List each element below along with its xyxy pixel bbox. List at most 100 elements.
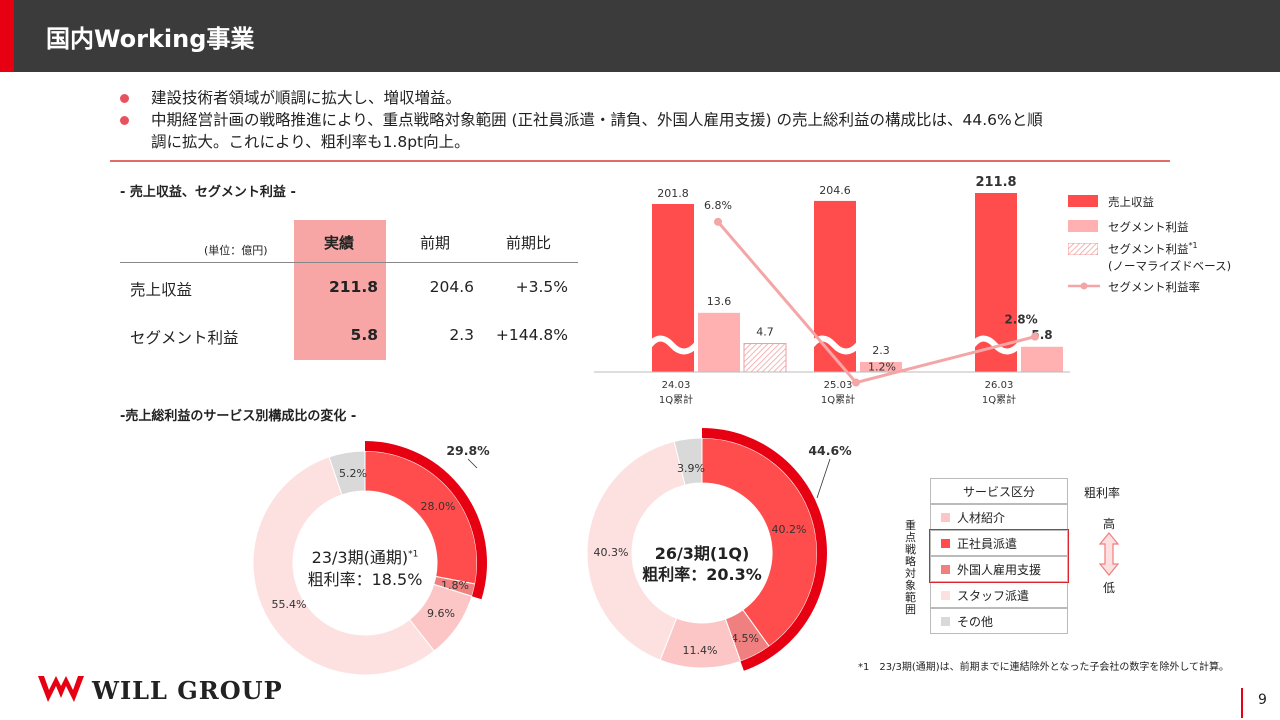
donut-slice-label: 9.6% bbox=[427, 607, 455, 620]
donut-slice-label: 11.4% bbox=[683, 644, 718, 657]
segment-profit-bar bbox=[698, 312, 740, 372]
donut-slice bbox=[252, 456, 435, 676]
donut2-title: 26/3期(1Q) bbox=[654, 544, 750, 563]
legend-swatch-revenue bbox=[1068, 195, 1098, 207]
summary-bullets: 建設技術者領域が順調に拡大し、増収増益。 中期経営計画の戦略推進により、重点戦略… bbox=[120, 87, 1180, 153]
donut1-title: 23/3期(通期)*1 bbox=[290, 544, 440, 568]
donut-slice bbox=[364, 450, 478, 585]
header-previous: 前期 bbox=[420, 234, 451, 252]
bullet-dot bbox=[120, 94, 129, 103]
page-title: 国内Working事業 bbox=[46, 25, 255, 53]
margin-rate-label: 2.8% bbox=[1004, 313, 1037, 327]
segment-profit-value-label: 13.6 bbox=[707, 295, 732, 308]
service-legend-item: その他 bbox=[930, 608, 1068, 634]
company-logo-text: WILL GROUP bbox=[92, 676, 283, 705]
service-swatch-fulltime bbox=[941, 539, 950, 548]
service-label: 人材紹介 bbox=[957, 511, 1006, 525]
donut2-margin: 粗利率：20.3% bbox=[642, 565, 762, 584]
axis-break-mark bbox=[647, 335, 699, 355]
donut-slice bbox=[701, 437, 818, 648]
service-swatch-staff bbox=[941, 591, 950, 600]
cell-yoy-revenue: +3.5% bbox=[515, 278, 568, 296]
bullet-text: 中期経営計画の戦略推進により、重点戦略対象範囲 (正社員派遣・請負、外国人雇用支… bbox=[151, 111, 1043, 129]
segment-profit-value-label: 2.3 bbox=[872, 344, 890, 357]
margin-rate-point bbox=[852, 378, 860, 387]
x-tick-label: 25.03 bbox=[824, 380, 853, 391]
focus-strategy-label: 重点戦略対象範囲 bbox=[905, 519, 916, 616]
cell-yoy-segment-profit: +144.8% bbox=[495, 326, 568, 344]
x-tick-label: 1Q累計 bbox=[659, 393, 693, 406]
focus-share-leader bbox=[816, 458, 831, 499]
x-tick-label: 1Q累計 bbox=[821, 393, 855, 406]
legend-label-normalized-sub: (ノーマライズドベース) bbox=[1108, 259, 1232, 273]
legend-swatch-margin bbox=[1068, 282, 1100, 290]
double-arrow-icon bbox=[1098, 532, 1120, 576]
legend-label-revenue: 売上収益 bbox=[1108, 195, 1154, 209]
donut-slice bbox=[586, 440, 686, 661]
will-group-logo-icon bbox=[38, 676, 84, 702]
service-swatch-foreign bbox=[941, 565, 950, 574]
cell-prev-revenue: 204.6 bbox=[429, 278, 474, 296]
service-legend-item: 外国人雇用支援 bbox=[930, 556, 1068, 582]
x-tick-label: 1Q累計 bbox=[982, 393, 1016, 406]
x-tick-label: 26.03 bbox=[985, 380, 1014, 391]
cell-actual-revenue: 211.8 bbox=[328, 278, 378, 296]
donut-slice-label: 3.9% bbox=[677, 462, 705, 475]
section-title-revenue: - 売上収益、セグメント利益 - bbox=[120, 185, 296, 200]
service-legend-header-text: サービス区分 bbox=[962, 485, 1035, 499]
header-actual: 実績 bbox=[324, 234, 355, 252]
margin-rate-point bbox=[714, 217, 722, 226]
x-tick-label: 24.03 bbox=[662, 380, 691, 391]
cell-actual-segment-profit: 5.8 bbox=[350, 326, 378, 344]
normalized-profit-bar bbox=[743, 343, 787, 373]
page-number-rule bbox=[1241, 688, 1243, 718]
donut-slice bbox=[673, 437, 703, 486]
legend-swatch-segment-profit bbox=[1068, 220, 1098, 232]
donut-slice bbox=[328, 450, 366, 496]
service-label: その他 bbox=[957, 615, 994, 629]
normalized-value-label: 4.7 bbox=[756, 326, 774, 339]
legend-label-margin: セグメント利益率 bbox=[1108, 280, 1200, 294]
bullet-dot bbox=[120, 116, 129, 125]
row-label-segment-profit: セグメント利益 bbox=[130, 329, 239, 347]
focus-share-leader bbox=[467, 458, 478, 469]
bullet-item: 建設技術者領域が順調に拡大し、増収増益。 bbox=[120, 87, 1180, 109]
donut-slice-label: 40.2% bbox=[772, 523, 807, 536]
legend-swatch-normalized bbox=[1068, 243, 1098, 255]
page-number: 9 bbox=[1258, 692, 1267, 708]
service-legend-item: 人材紹介 bbox=[930, 504, 1068, 530]
legend-label-segment-profit: セグメント利益 bbox=[1108, 220, 1189, 234]
focus-share-label: 29.8% bbox=[446, 443, 490, 458]
legend-label-normalized: セグメント利益*1 bbox=[1108, 241, 1198, 257]
section-divider bbox=[110, 160, 1170, 162]
revenue-value-label: 211.8 bbox=[975, 176, 1016, 190]
segment-profit-bar bbox=[1021, 346, 1063, 372]
legend-label-normalized-text: セグメント利益 bbox=[1108, 242, 1189, 256]
margin-rate-point bbox=[1031, 332, 1039, 341]
header-accent bbox=[0, 0, 14, 72]
cell-prev-segment-profit: 2.3 bbox=[449, 326, 474, 344]
footnote: *1 23/3期(通期)は、前期までに連結除外となった子会社の数字を除外して計算… bbox=[858, 662, 1230, 673]
service-label: 外国人雇用支援 bbox=[957, 563, 1042, 577]
donut1-title-text: 23/3期(通期) bbox=[311, 548, 409, 567]
bullet-text: 調に拡大。これにより、粗利率も1.8pt向上。 bbox=[151, 133, 470, 151]
revenue-value-label: 204.6 bbox=[819, 184, 851, 197]
service-swatch-recruit bbox=[941, 513, 950, 522]
margin-rate-label: 1.2% bbox=[868, 361, 896, 374]
header-yoy: 前期比 bbox=[506, 234, 552, 252]
margin-low: 低 bbox=[1103, 581, 1116, 595]
donut-slice-label: 40.3% bbox=[594, 546, 629, 559]
results-table: (単位：億円) 実績 前期 前期比 売上収益 211.8 204.6 +3.5%… bbox=[120, 220, 580, 360]
donut-slice-label: 4.5% bbox=[731, 632, 759, 645]
bullet-item: 中期経営計画の戦略推進により、重点戦略対象範囲 (正社員派遣・請負、外国人雇用支… bbox=[120, 109, 1180, 131]
bullet-continuation: 調に拡大。これにより、粗利率も1.8pt向上。 bbox=[120, 131, 1180, 153]
service-legend-item: 正社員派遣 bbox=[930, 530, 1068, 556]
focus-share-label: 44.6% bbox=[808, 443, 852, 458]
service-legend-item: スタッフ派遣 bbox=[930, 582, 1068, 608]
table-header-rule bbox=[120, 262, 578, 263]
bullet-text: 建設技術者領域が順調に拡大し、増収増益。 bbox=[151, 89, 462, 107]
legend-footnote-mark: *1 bbox=[1188, 241, 1198, 251]
donut-slice-label: 28.0% bbox=[421, 500, 456, 513]
revenue-profit-chart: 201.8 13.6 4.7 24.03 1Q累計 204.6 2.3 25.03 1Q累計 21… bbox=[594, 176, 1070, 406]
